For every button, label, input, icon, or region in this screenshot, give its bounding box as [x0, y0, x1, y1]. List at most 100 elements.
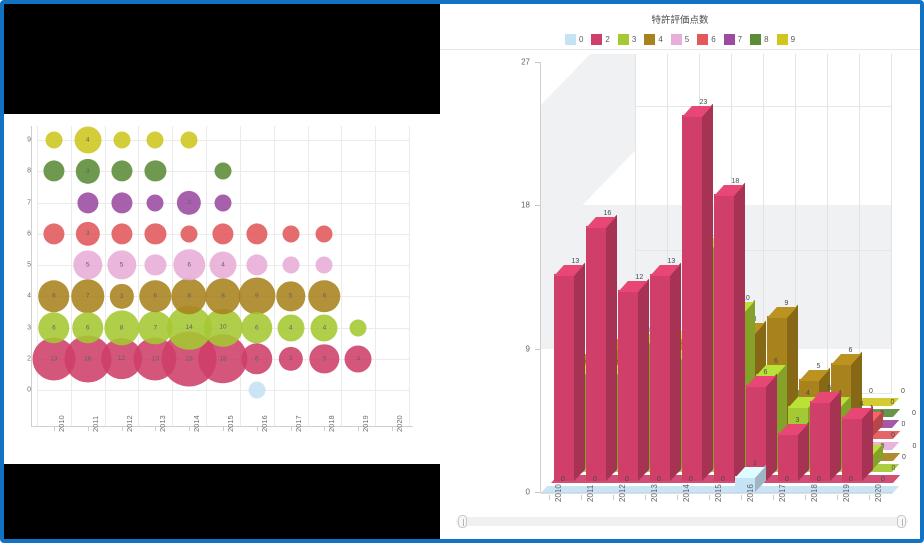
bar-2-2019[interactable]: 4 [842, 417, 862, 481]
bar-2-2011[interactable]: 16 [586, 226, 606, 481]
bubble-point[interactable]: 1 [215, 194, 232, 211]
bubble-point[interactable]: 9 [238, 278, 275, 315]
legend-item-3[interactable]: 3 [618, 34, 636, 45]
bubble-point[interactable]: 1 [181, 225, 198, 242]
x-axis-tick [709, 495, 710, 500]
bubble-point[interactable]: 8 [104, 310, 139, 345]
bubble-point[interactable]: 2 [77, 192, 98, 213]
scrollbar-thumb-left[interactable] [458, 515, 467, 528]
legend-item-4[interactable]: 4 [644, 34, 662, 45]
x-axis-tick [741, 495, 742, 500]
bar-value-label: 1 [753, 460, 757, 467]
bubble-point[interactable]: 1 [181, 132, 198, 149]
bubble-point[interactable]: 2 [111, 161, 132, 182]
y-axis-tick-label: 9 [506, 344, 530, 353]
bar3d-chart[interactable]: 0918271411100000023220100000022131000002… [448, 54, 916, 509]
bubble-point[interactable]: 1 [147, 194, 164, 211]
bar-2-2014[interactable]: 23 [682, 115, 702, 481]
bar-6-2020[interactable]: 0 [916, 437, 917, 438]
bubble-point[interactable]: 2 [145, 254, 166, 275]
bubble-point[interactable]: 2 [43, 161, 64, 182]
bar-side-face [638, 279, 649, 481]
bar-2-2018[interactable]: 5 [810, 401, 830, 481]
legend-item-0[interactable]: 0 [565, 34, 583, 45]
bubble-point[interactable]: 2 [111, 192, 132, 213]
legend-item-7[interactable]: 7 [724, 34, 742, 45]
bubble-point[interactable]: 1 [350, 319, 367, 336]
x-axis-tick [805, 495, 806, 500]
bubble-point[interactable]: 7 [71, 280, 104, 313]
bubble-point[interactable]: 1 [316, 225, 333, 242]
bubble-point[interactable]: 2 [246, 254, 267, 275]
legend-item-9[interactable]: 9 [777, 34, 795, 45]
bubble-point[interactable]: 10 [204, 308, 243, 347]
bar-value-label: 0 [912, 410, 916, 417]
bubble-point[interactable]: 1 [248, 382, 265, 399]
bubble-point[interactable]: 6 [241, 312, 272, 343]
x-axis-tick-label: 2020 [395, 415, 404, 432]
bubble-point[interactable]: 1 [45, 132, 62, 149]
bar-2-2013[interactable]: 13 [650, 274, 670, 481]
x-axis-tick [869, 495, 870, 500]
bar-9-2019[interactable]: 0 [915, 404, 916, 405]
bar3d-chart-panel: 特許評価点数 023456789 09182714111000000232201… [440, 4, 920, 539]
bubble-point[interactable]: 5 [276, 282, 305, 311]
bubble-point[interactable]: 3 [76, 159, 100, 183]
bubble-point[interactable]: 6 [38, 281, 69, 312]
bubble-point[interactable]: 3 [76, 222, 100, 246]
bubble-point[interactable]: 13 [32, 337, 75, 380]
bubble-point[interactable]: 3 [278, 347, 302, 371]
bubble-point[interactable]: 1 [316, 257, 333, 274]
legend-item-5[interactable]: 5 [671, 34, 689, 45]
bubble-point[interactable]: 3 [109, 284, 133, 308]
bubble-point[interactable]: 5 [107, 250, 136, 279]
bubble-point[interactable]: 2 [246, 223, 267, 244]
legend-item-2[interactable]: 2 [591, 34, 609, 45]
bubble-point[interactable]: 2 [43, 223, 64, 244]
bubble-point[interactable]: 4 [74, 127, 101, 154]
bubble-point[interactable]: 4 [210, 252, 237, 279]
bubble-point[interactable]: 4 [345, 345, 372, 372]
bubble-plot-area[interactable]: 9876543202010201120122013201420152016201… [37, 126, 409, 426]
bubble-point[interactable]: 3 [177, 190, 201, 214]
bubble-point[interactable]: 2 [145, 161, 166, 182]
bar-2-2010[interactable]: 13 [554, 274, 574, 481]
chart-legend[interactable]: 023456789 [440, 34, 920, 50]
y-axis-tick-label: 27 [506, 58, 530, 67]
x-axis-tick [88, 427, 89, 431]
bubble-point[interactable]: 8 [205, 279, 240, 314]
bubble-point[interactable]: 6 [140, 281, 171, 312]
bubble-point[interactable]: 4 [277, 314, 304, 341]
bubble-point[interactable]: 6 [241, 343, 272, 374]
bubble-point[interactable]: 1 [282, 225, 299, 242]
bar-front-face [586, 226, 606, 481]
legend-item-6[interactable]: 6 [697, 34, 715, 45]
bubble-point[interactable]: 2 [111, 223, 132, 244]
bar-value-label: 5 [828, 385, 832, 392]
x-axis-tick [291, 427, 292, 431]
bar-front-face [810, 401, 830, 481]
bar-value-label: 0 [902, 454, 906, 461]
bubble-point[interactable]: 4 [311, 314, 338, 341]
bubble-point[interactable]: 5 [73, 250, 102, 279]
bubble-point[interactable]: 1 [113, 132, 130, 149]
bubble-point[interactable]: 7 [139, 311, 172, 344]
legend-swatch-icon [671, 34, 682, 45]
bar3d-horizontal-scrollbar[interactable] [456, 517, 908, 526]
bubble-point[interactable]: 1 [282, 257, 299, 274]
bubble-point[interactable]: 1 [215, 163, 232, 180]
bubble-point[interactable]: 2 [212, 223, 233, 244]
bubble-point[interactable]: 6 [38, 312, 69, 343]
bar-2-2015[interactable]: 18 [714, 194, 734, 481]
scrollbar-thumb-right[interactable] [897, 515, 906, 528]
bubble-chart[interactable]: 9876543202010201120122013201420152016201… [4, 114, 440, 464]
bubble-point[interactable]: 6 [309, 281, 340, 312]
bubble-point[interactable]: 6 [173, 249, 204, 280]
legend-item-8[interactable]: 8 [750, 34, 768, 45]
bubble-point[interactable]: 1 [147, 132, 164, 149]
bubble-point[interactable]: 2 [145, 223, 166, 244]
bar-2-2012[interactable]: 12 [618, 290, 638, 481]
bubble-point[interactable]: 5 [310, 344, 339, 373]
bar-2-2017[interactable]: 3 [778, 433, 798, 481]
bar-value-label: 13 [572, 258, 580, 265]
